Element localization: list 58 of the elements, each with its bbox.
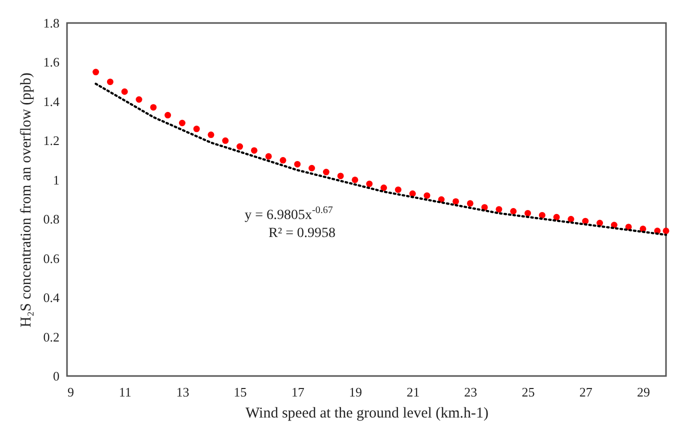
point	[337, 172, 344, 180]
y-tick-label: 1.4	[43, 94, 60, 109]
point	[236, 143, 244, 150]
annotation: R² = 0.9958	[268, 226, 336, 241]
point	[164, 112, 172, 118]
x-tick-label: 29	[636, 384, 650, 400]
x-tick-label: 15	[234, 384, 247, 400]
y-tick-label: 1	[53, 172, 60, 188]
point	[538, 212, 546, 218]
y-tick-label: 1.6	[43, 54, 60, 70]
x-tick-label: 25	[522, 384, 535, 400]
x-tick-label: 11	[118, 384, 132, 400]
point	[208, 132, 214, 138]
point	[92, 68, 100, 76]
point	[496, 206, 502, 213]
y-axis-title: H₂S concentration from an overflow (ppb)	[18, 72, 34, 328]
point	[136, 96, 142, 103]
y-tick-label: 0	[53, 368, 60, 384]
point	[193, 126, 200, 132]
point	[308, 164, 316, 172]
x-tick-label: 23	[464, 384, 478, 400]
x-tick-label: 17	[291, 384, 305, 400]
x-tick-label: 27	[579, 384, 593, 400]
point	[553, 214, 560, 220]
x-axis-title: Wind speed at the ground level (km.h-1)	[245, 406, 489, 422]
point	[106, 78, 114, 86]
point	[510, 208, 517, 214]
y-tick-label: 1.8	[43, 16, 60, 30]
point	[150, 104, 157, 111]
point	[394, 186, 402, 193]
point	[121, 88, 128, 95]
point	[280, 157, 286, 164]
point	[662, 228, 670, 234]
point	[466, 200, 474, 207]
point	[265, 153, 272, 160]
point	[409, 190, 416, 197]
point	[352, 176, 358, 184]
x-tick-label: 21	[406, 384, 420, 400]
x-tick-label: 13	[176, 384, 190, 400]
point	[424, 192, 430, 199]
point	[568, 216, 574, 222]
point	[294, 160, 301, 168]
point	[380, 184, 388, 191]
y-tick-label: 0.8	[43, 212, 60, 227]
point	[250, 147, 258, 154]
point	[366, 180, 373, 188]
point	[178, 120, 186, 126]
point	[452, 198, 460, 205]
x-tick-label: 19	[348, 384, 362, 400]
point	[222, 137, 229, 144]
y-tick-label: 0.6	[43, 250, 60, 266]
point	[582, 218, 589, 224]
point	[322, 168, 330, 176]
y-tick-label: 0.2	[43, 329, 60, 344]
y-tick-label: 0.4	[43, 290, 60, 306]
x-tick-label: 9	[68, 384, 74, 400]
y-tick-label: 1.2	[43, 133, 60, 148]
point	[524, 210, 532, 216]
